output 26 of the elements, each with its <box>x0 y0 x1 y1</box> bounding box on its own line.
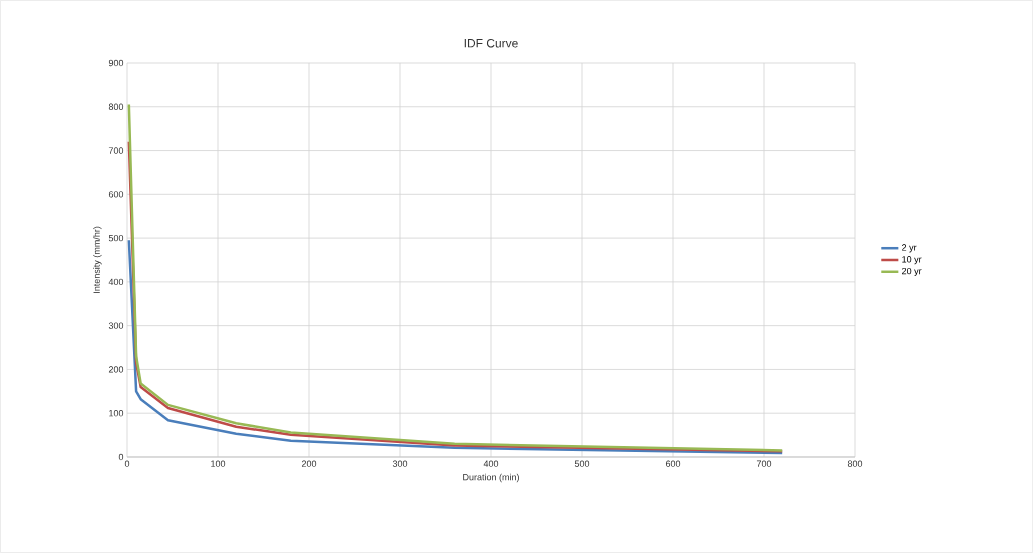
x-tick-label: 800 <box>847 460 863 467</box>
y-tick-label: 200 <box>108 366 124 373</box>
x-axis-title: Duration (min) <box>463 473 519 483</box>
x-tick-label: 200 <box>301 460 317 467</box>
y-tick-label: 0 <box>118 453 124 461</box>
y-tick-label: 700 <box>108 147 124 154</box>
y-tick-label: 800 <box>108 103 124 110</box>
x-tick-label: 500 <box>574 460 590 467</box>
y-tick-label: 300 <box>108 322 124 329</box>
y-tick-label: 900 <box>108 59 124 67</box>
x-tick-label: 100 <box>211 460 226 467</box>
x-tick-label: 300 <box>392 460 408 467</box>
y-axis-title: Intensity (mm/hr) <box>93 226 102 293</box>
y-tick-label: 400 <box>108 278 124 286</box>
x-tick-label: 600 <box>665 460 681 467</box>
chart-title: IDF Curve <box>464 38 518 48</box>
y-tick-label: 500 <box>108 234 124 242</box>
legend-label: 2 yr <box>902 244 917 253</box>
y-tick-label: 100 <box>109 410 124 417</box>
legend-label: 20 yr <box>902 267 922 277</box>
x-tick-label: 700 <box>756 460 772 467</box>
y-tick-label: 600 <box>108 191 124 198</box>
x-tick-label: 0 <box>124 460 130 467</box>
line-series <box>127 239 784 455</box>
legend-label: 10 yr <box>902 256 922 265</box>
x-tick-label: 400 <box>483 460 499 467</box>
